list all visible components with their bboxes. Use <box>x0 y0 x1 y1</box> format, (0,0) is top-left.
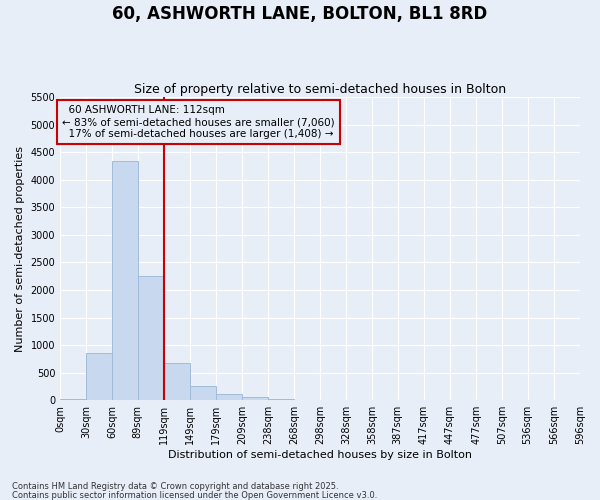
Bar <box>60 399 86 400</box>
Bar <box>138 276 164 400</box>
Text: Contains HM Land Registry data © Crown copyright and database right 2025.: Contains HM Land Registry data © Crown c… <box>12 482 338 491</box>
Bar <box>190 386 216 400</box>
Text: Contains public sector information licensed under the Open Government Licence v3: Contains public sector information licen… <box>12 491 377 500</box>
Y-axis label: Number of semi-detached properties: Number of semi-detached properties <box>15 146 25 352</box>
Text: 60, ASHWORTH LANE, BOLTON, BL1 8RD: 60, ASHWORTH LANE, BOLTON, BL1 8RD <box>112 5 488 23</box>
Bar <box>242 398 268 400</box>
Bar <box>164 364 190 400</box>
Text: 60 ASHWORTH LANE: 112sqm
← 83% of semi-detached houses are smaller (7,060)
  17%: 60 ASHWORTH LANE: 112sqm ← 83% of semi-d… <box>62 106 335 138</box>
Bar <box>268 399 294 400</box>
Bar <box>112 160 138 400</box>
Title: Size of property relative to semi-detached houses in Bolton: Size of property relative to semi-detach… <box>134 83 506 96</box>
X-axis label: Distribution of semi-detached houses by size in Bolton: Distribution of semi-detached houses by … <box>168 450 472 460</box>
Bar <box>216 394 242 400</box>
Bar <box>86 354 112 400</box>
